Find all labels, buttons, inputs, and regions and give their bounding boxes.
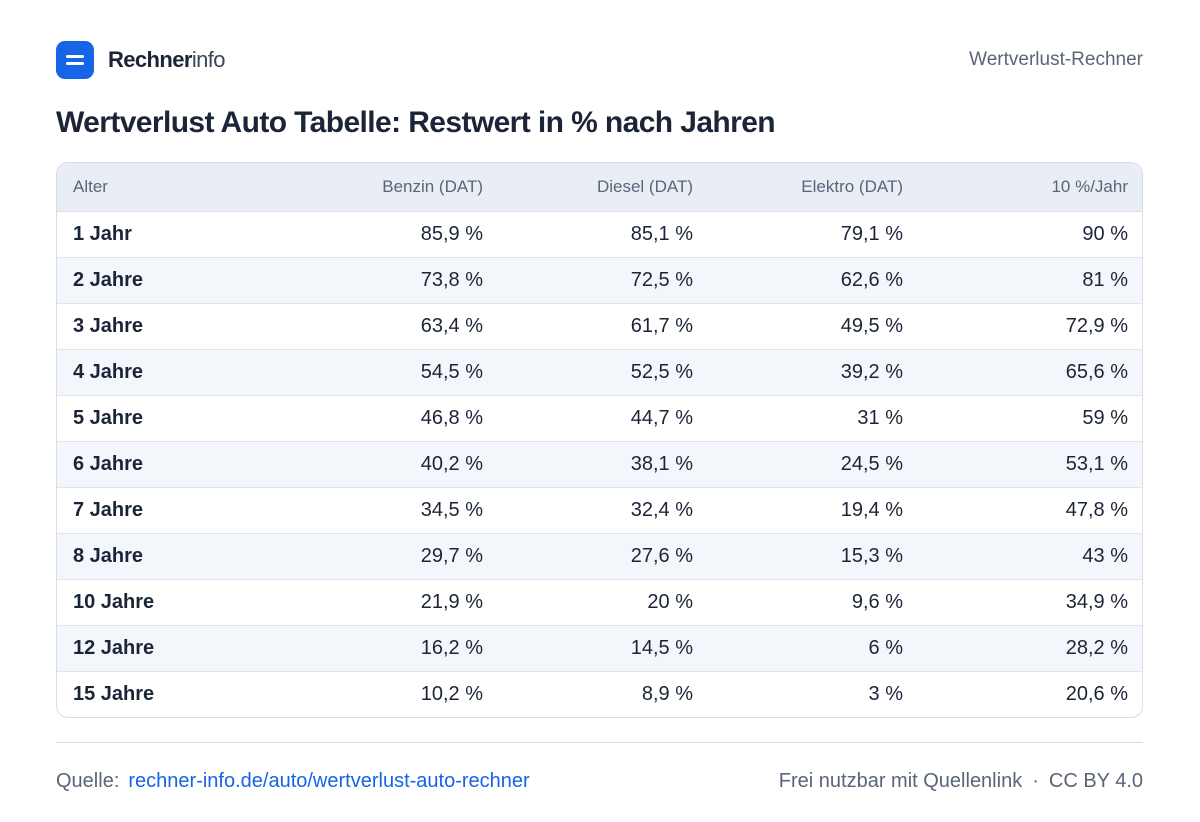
- elektro-cell: 31 %: [709, 395, 919, 442]
- ten-percent-cell: 28,2 %: [919, 625, 1142, 672]
- age-cell: 3 Jahre: [57, 303, 284, 350]
- logo-bar-top: [66, 55, 84, 58]
- ten-percent-cell: 34,9 %: [919, 579, 1142, 626]
- age-cell: 2 Jahre: [57, 257, 284, 304]
- ten-percent-cell: 59 %: [919, 395, 1142, 442]
- table-row: 15 Jahre 10,2 % 8,9 % 3 % 20,6 %: [57, 671, 1142, 717]
- diesel-cell: 8,9 %: [641, 682, 693, 705]
- age-cell: 12 Jahre: [57, 625, 284, 672]
- ten-percent-cell: 72,9 %: [919, 303, 1142, 350]
- ten-percent-cell: 81 %: [919, 257, 1142, 304]
- benzin-cell: 73,8 %: [284, 257, 499, 304]
- logo-bar-bottom: [66, 62, 84, 65]
- benzin-cell: 46,8 %: [284, 395, 499, 442]
- ten-percent-cell: 20,6 %: [1065, 682, 1128, 705]
- diesel-cell: 32,4 %: [499, 487, 709, 534]
- top-bar: Rechnerinfo Wertverlust-Rechner: [56, 40, 1143, 80]
- license-info: Frei nutzbar mit Quellenlink · CC BY 4.0: [779, 770, 1143, 793]
- benzin-cell: 40,2 %: [284, 441, 499, 488]
- column-header-ten-percent: 10 %/Jahr: [919, 163, 1142, 212]
- diesel-cell: 72,5 %: [499, 257, 709, 304]
- table-row: 1 Jahr 85,9 % 85,1 % 79,1 % 90 %: [57, 211, 1142, 258]
- source-attribution: Quelle: rechner-info.de/auto/wertverlust…: [56, 770, 530, 793]
- elektro-cell: 6 %: [709, 625, 919, 672]
- elektro-cell: 62,6 %: [709, 257, 919, 304]
- column-header-elektro: Elektro (DAT): [709, 163, 919, 212]
- separator-dot: ·: [1032, 769, 1039, 792]
- age-cell: 5 Jahre: [57, 395, 284, 442]
- age-cell: 1 Jahr: [57, 211, 284, 258]
- ten-percent-cell: 65,6 %: [919, 349, 1142, 396]
- diesel-cell: 14,5 %: [499, 625, 709, 672]
- table-row: 5 Jahre 46,8 % 44,7 % 31 % 59 %: [57, 395, 1142, 442]
- ten-percent-cell: 43 %: [919, 533, 1142, 580]
- page-title: Wertverlust Auto Tabelle: Restwert in % …: [56, 106, 776, 139]
- benzin-cell: 16,2 %: [284, 625, 499, 672]
- ten-percent-cell: 90 %: [919, 211, 1142, 258]
- diesel-cell: 38,1 %: [499, 441, 709, 488]
- brand[interactable]: Rechnerinfo: [56, 41, 226, 79]
- table-row: 6 Jahre 40,2 % 38,1 % 24,5 % 53,1 %: [57, 441, 1142, 488]
- benzin-cell: 10,2 %: [420, 682, 483, 705]
- column-header-benzin: Benzin (DAT): [284, 163, 499, 212]
- source-label: Quelle:: [56, 769, 120, 792]
- column-header-alter: Alter: [57, 163, 284, 212]
- brand-name-light: info: [191, 47, 226, 72]
- page-tag: Wertverlust-Rechner: [969, 49, 1143, 70]
- footer-divider: [56, 742, 1143, 743]
- age-cell: 7 Jahre: [57, 487, 284, 534]
- ten-percent-cell: 53,1 %: [919, 441, 1142, 488]
- elektro-cell: 24,5 %: [709, 441, 919, 488]
- age-cell: 4 Jahre: [57, 349, 284, 396]
- brand-name-strong: Rechner: [108, 47, 192, 72]
- elektro-cell: 9,6 %: [709, 579, 919, 626]
- license-text: Frei nutzbar mit Quellenlink: [778, 769, 1023, 792]
- age-cell: 15 Jahre: [73, 682, 155, 705]
- elektro-cell: 39,2 %: [709, 349, 919, 396]
- benzin-cell: 85,9 %: [284, 211, 499, 258]
- age-cell: 8 Jahre: [57, 533, 284, 580]
- age-cell: 6 Jahre: [57, 441, 284, 488]
- diesel-cell: 52,5 %: [499, 349, 709, 396]
- benzin-cell: 54,5 %: [284, 349, 499, 396]
- table-row: 12 Jahre 16,2 % 14,5 % 6 % 28,2 %: [57, 625, 1142, 672]
- elektro-cell: 15,3 %: [709, 533, 919, 580]
- table-row: 8 Jahre 29,7 % 27,6 % 15,3 % 43 %: [57, 533, 1142, 580]
- elektro-cell: 79,1 %: [709, 211, 919, 258]
- ten-percent-cell: 47,8 %: [919, 487, 1142, 534]
- benzin-cell: 29,7 %: [284, 533, 499, 580]
- footer: Quelle: rechner-info.de/auto/wertverlust…: [56, 766, 1143, 796]
- brand-name: Rechnerinfo: [108, 47, 226, 73]
- diesel-cell: 85,1 %: [499, 211, 709, 258]
- benzin-cell: 34,5 %: [284, 487, 499, 534]
- depreciation-table: Alter Benzin (DAT) Diesel (DAT) Elektro …: [56, 162, 1143, 718]
- license-name: CC BY 4.0: [1048, 769, 1143, 792]
- age-cell: 10 Jahre: [57, 579, 284, 626]
- benzin-cell: 63,4 %: [284, 303, 499, 350]
- benzin-cell: 21,9 %: [284, 579, 499, 626]
- diesel-cell: 61,7 %: [499, 303, 709, 350]
- table-row: 4 Jahre 54,5 % 52,5 % 39,2 % 65,6 %: [57, 349, 1142, 396]
- table-row: 2 Jahre 73,8 % 72,5 % 62,6 % 81 %: [57, 257, 1142, 304]
- diesel-cell: 27,6 %: [499, 533, 709, 580]
- elektro-cell: 3 %: [868, 682, 903, 705]
- elektro-cell: 19,4 %: [709, 487, 919, 534]
- elektro-cell: 49,5 %: [709, 303, 919, 350]
- table-row: 3 Jahre 63,4 % 61,7 % 49,5 % 72,9 %: [57, 303, 1142, 350]
- diesel-cell: 44,7 %: [499, 395, 709, 442]
- column-header-diesel: Diesel (DAT): [499, 163, 709, 212]
- table-row: 7 Jahre 34,5 % 32,4 % 19,4 % 47,8 %: [57, 487, 1142, 534]
- rechnerinfo-logo-icon: [56, 41, 94, 79]
- table-row: 10 Jahre 21,9 % 20 % 9,6 % 34,9 %: [57, 579, 1142, 626]
- diesel-cell: 20 %: [499, 579, 709, 626]
- source-link[interactable]: rechner-info.de/auto/wertverlust-auto-re…: [128, 769, 530, 792]
- table-header-row: Alter Benzin (DAT) Diesel (DAT) Elektro …: [57, 163, 1142, 212]
